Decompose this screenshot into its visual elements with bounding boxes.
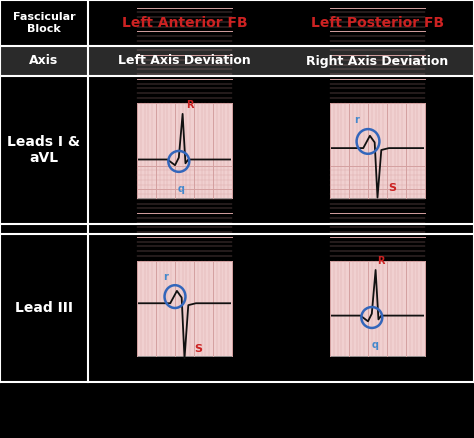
Text: Right Axis Deviation: Right Axis Deviation [306,54,448,67]
Text: q: q [372,340,379,350]
Text: q: q [177,184,184,194]
Bar [330,102,425,198]
Text: Left Anterior FB: Left Anterior FB [122,16,247,30]
Text: Left Posterior FB: Left Posterior FB [311,16,444,30]
Text: Axis: Axis [29,54,59,67]
Text: r: r [163,272,168,283]
Text: S: S [389,183,397,193]
Text: R: R [186,100,194,110]
Text: r: r [354,115,359,125]
Text: Lead III: Lead III [15,301,73,315]
Text: Left Axis Deviation: Left Axis Deviation [118,54,251,67]
Bar [0,46,474,76]
Text: R: R [378,256,385,266]
Bar [330,261,425,356]
Text: Leads I &
aVL: Leads I & aVL [8,135,81,165]
Bar [137,102,232,198]
Text: S: S [194,344,202,354]
Text: Fascicular
Block: Fascicular Block [13,12,75,34]
Bar [137,261,232,356]
